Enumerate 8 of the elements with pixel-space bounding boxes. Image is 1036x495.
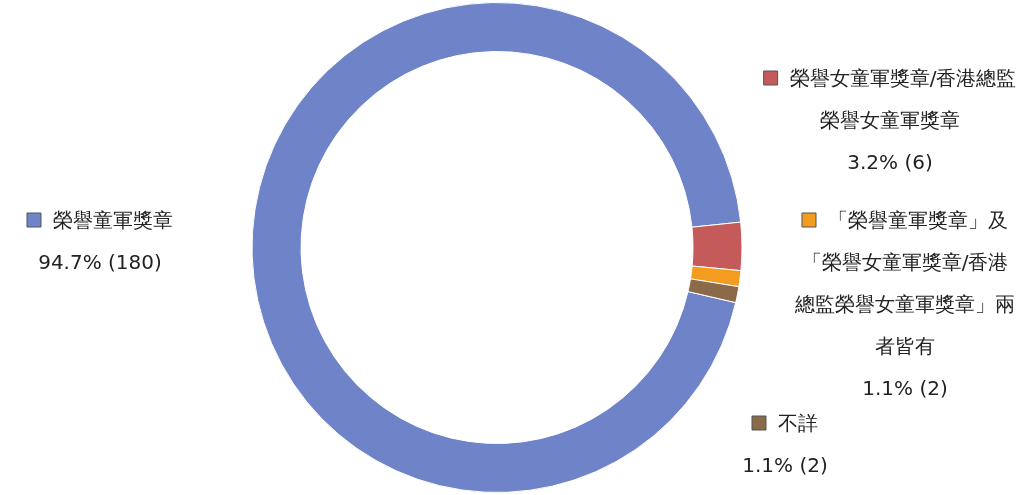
data-label: 3.2% (6) bbox=[847, 150, 933, 175]
data-label: 94.7% (180) bbox=[38, 250, 162, 275]
legend-label: 榮譽童軍獎章 bbox=[53, 208, 173, 233]
legend-label: 榮譽女童軍獎章/香港總監榮譽女童軍獎章 bbox=[789, 66, 1017, 133]
legend-label: 不詳 bbox=[778, 411, 818, 436]
legend-label: 「榮譽童軍獎章」及「榮譽女童軍獎章/香港總監榮譽女童軍獎章」兩者皆有 bbox=[794, 208, 1015, 359]
data-label: 1.1% (2) bbox=[862, 376, 948, 401]
data-label: 1.1% (2) bbox=[742, 453, 828, 478]
